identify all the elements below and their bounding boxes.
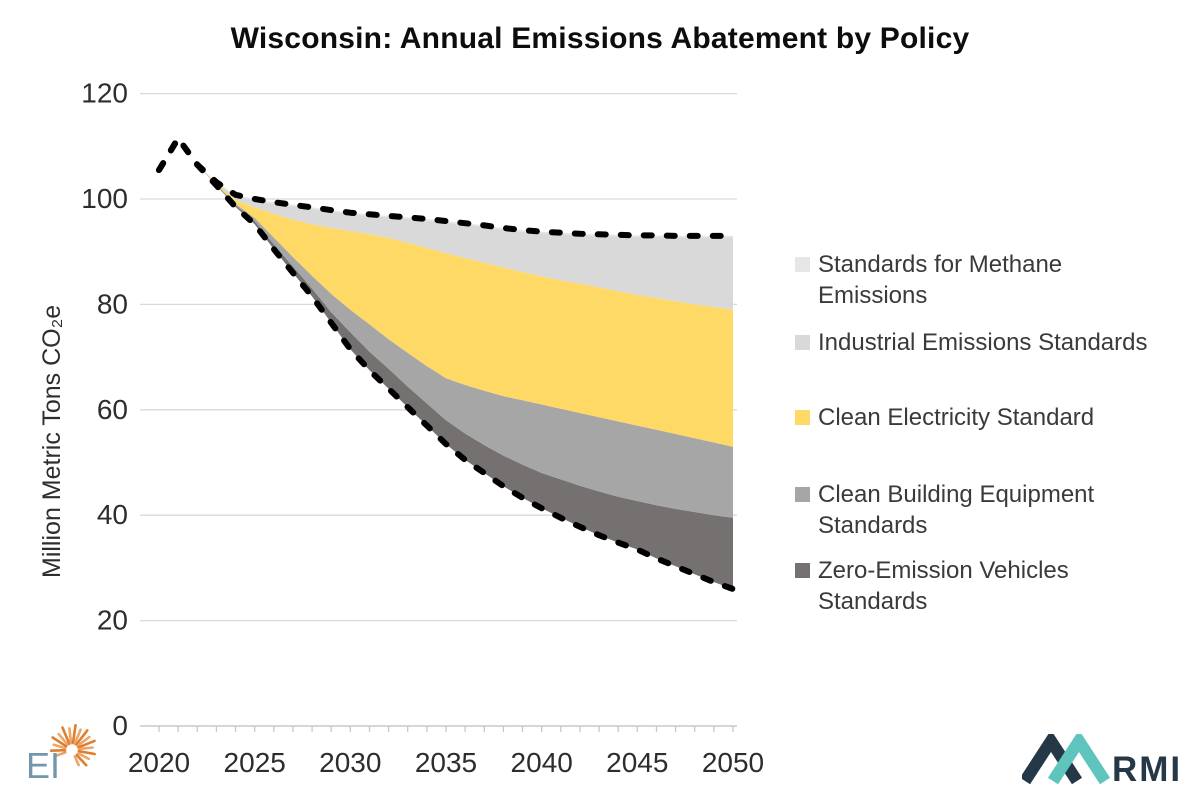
x-tick-label: 2020 xyxy=(128,747,190,778)
ei-ray xyxy=(77,749,96,756)
band-industrial-emissions-standards xyxy=(159,138,733,310)
legend-swatch xyxy=(795,335,810,350)
band-zero-emission-vehicles-standards xyxy=(159,138,733,589)
rmi-logo-text: RMI xyxy=(1112,750,1182,788)
legend-item-standards-for-methane-emissions: Standards for Methane Emissions xyxy=(795,250,1195,311)
chart-title: Wisconsin: Annual Emissions Abatement by… xyxy=(230,22,970,55)
y-tick-label: 0 xyxy=(112,710,128,741)
legend-label: Industrial Emissions Standards xyxy=(818,329,1148,356)
legend-item-clean-building-equipment-standards: Clean Building Equipment Standards xyxy=(795,480,1195,541)
line-policy-scenario-emissions xyxy=(156,135,736,592)
ei-logo: EI xyxy=(26,723,96,786)
legend-item-zero-emission-vehicles-standards: Zero-Emission Vehicles Standards xyxy=(795,556,1195,617)
y-tick-label: 60 xyxy=(97,394,128,425)
legend-item-industrial-emissions-standards: Industrial Emissions Standards xyxy=(795,328,1195,359)
legend-item-clean-electricity-standard: Clean Electricity Standard xyxy=(795,403,1195,434)
y-tick-label: 100 xyxy=(81,183,128,214)
x-tick-label: 2025 xyxy=(224,747,286,778)
y-tick-label: 40 xyxy=(97,499,128,530)
ei-ray xyxy=(75,753,88,767)
stacked-abatement-bands xyxy=(159,138,733,589)
ei-ray xyxy=(68,727,73,745)
ei-ray xyxy=(76,735,91,748)
band-clean-building-equipment-standards xyxy=(159,138,733,518)
legend-swatch xyxy=(795,487,810,502)
legend-swatch xyxy=(795,563,810,578)
x-tick-label: 2035 xyxy=(415,747,477,778)
legend-label: Standards for Methane Emissions xyxy=(818,251,1063,309)
ei-ray xyxy=(71,723,77,745)
ei-ray xyxy=(54,751,67,758)
legend-swatch xyxy=(795,410,810,425)
ei-ray xyxy=(73,755,80,767)
y-tick-label: 80 xyxy=(97,288,128,319)
legend-label: Clean Electricity Standard xyxy=(818,404,1095,431)
ei-ray xyxy=(49,748,67,753)
ei-ray xyxy=(57,732,69,746)
ei-sunburst-icon xyxy=(49,723,96,767)
ei-ray xyxy=(52,743,67,750)
x-tick-label: 2045 xyxy=(606,747,668,778)
x-tick-label: 2040 xyxy=(511,747,573,778)
y-tick-label: 20 xyxy=(97,605,128,636)
ei-ray xyxy=(77,746,94,751)
x-tick-label: 2050 xyxy=(702,747,764,778)
x-tick-label: 2030 xyxy=(319,747,381,778)
legend-label: Zero-Emission Vehicles Standards xyxy=(818,557,1069,615)
y-tick-label: 120 xyxy=(81,78,128,109)
ei-ray xyxy=(74,729,89,746)
ei-logo-text: EI xyxy=(26,745,60,786)
band-clean-electricity-standard xyxy=(159,138,733,447)
ei-ray xyxy=(77,739,96,749)
dashed-emissions-lines xyxy=(156,135,736,592)
ei-ray xyxy=(61,726,71,745)
rmi-mountain-icon-teal xyxy=(1047,734,1111,785)
line-baseline-emissions xyxy=(156,135,736,239)
legend-label: Clean Building Equipment Standards xyxy=(818,481,1095,539)
rmi-logo: RMI xyxy=(1022,734,1182,788)
ei-ray xyxy=(76,751,91,761)
legend-swatch xyxy=(795,257,810,272)
ei-ray xyxy=(73,728,82,745)
ei-ray xyxy=(51,736,68,748)
